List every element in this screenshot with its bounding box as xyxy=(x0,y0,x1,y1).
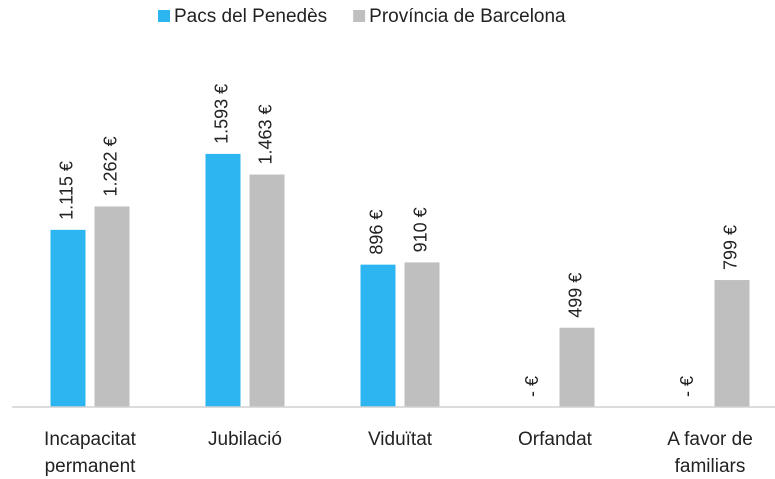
value-label: 896 € xyxy=(367,210,387,255)
bar xyxy=(559,327,595,407)
legend-label: Pacs del Penedès xyxy=(174,6,327,27)
x-tick-label: A favor de familiars xyxy=(667,429,753,477)
value-label: - € xyxy=(677,376,697,397)
x-tick-label: Orfandat xyxy=(518,429,592,450)
bar xyxy=(249,174,285,407)
legend-label: Província de Barcelona xyxy=(369,6,566,27)
bar xyxy=(205,153,241,407)
value-label: 799 € xyxy=(721,225,741,270)
value-label: 499 € xyxy=(566,273,586,318)
bar xyxy=(94,206,130,407)
value-label: 1.115 € xyxy=(57,161,77,220)
x-tick-label: Incapacitat permanent xyxy=(44,429,136,477)
value-label: 910 € xyxy=(411,207,431,252)
x-tick-label: Viduïtat xyxy=(367,429,433,450)
x-tick-label: Jubilació xyxy=(208,429,282,450)
bar xyxy=(50,229,86,407)
value-label: 1.593 € xyxy=(212,84,232,144)
bar xyxy=(714,280,750,407)
value-label: 1.463 € xyxy=(256,104,276,164)
bar xyxy=(404,262,440,407)
value-label: 1.262 € xyxy=(101,136,121,196)
bar xyxy=(360,264,396,407)
legend-swatch xyxy=(158,10,170,22)
legend-swatch xyxy=(353,10,366,22)
value-label: - € xyxy=(522,376,542,397)
